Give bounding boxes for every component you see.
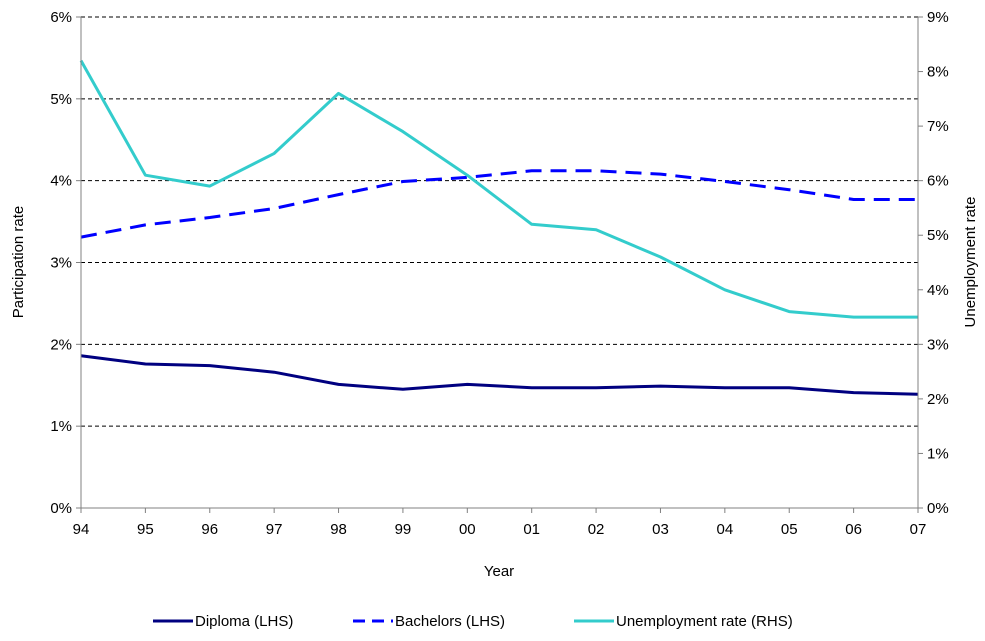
x-tick-label: 97	[266, 521, 283, 538]
x-tick-label: 06	[845, 521, 862, 538]
left-tick-label: 1%	[50, 418, 72, 435]
left-axis-title: Participation rate	[10, 206, 27, 319]
x-tick-label: 05	[781, 521, 798, 538]
x-tick-label: 04	[717, 521, 734, 538]
right-tick-label: 7%	[927, 118, 949, 135]
left-tick-label: 5%	[50, 91, 72, 108]
axes	[76, 16, 923, 513]
right-tick-label: 5%	[927, 227, 949, 244]
x-tick-label: 95	[137, 521, 154, 538]
x-tick-label: 02	[588, 521, 605, 538]
left-tick-label: 4%	[50, 173, 72, 190]
right-tick-label: 9%	[927, 9, 949, 26]
legend-label: Unemployment rate (RHS)	[616, 613, 793, 630]
legend-label: Bachelors (LHS)	[395, 613, 505, 630]
right-tick-label: 2%	[927, 391, 949, 408]
plot-area	[81, 17, 918, 508]
series-line-2	[79, 59, 918, 319]
legend: Diploma (LHS) Bachelors (LHS) Unemployment…	[153, 613, 793, 630]
x-tick-label: 07	[910, 521, 927, 538]
x-axis-title: Year	[484, 563, 514, 580]
right-tick-label: 8%	[927, 64, 949, 81]
x-tick-label: 03	[652, 521, 669, 538]
x-tick-label: 00	[459, 521, 476, 538]
right-tick-label: 6%	[927, 173, 949, 190]
left-tick-label: 2%	[50, 336, 72, 353]
series-line-0	[80, 354, 919, 396]
series-lines	[79, 59, 919, 396]
right-tick-label: 3%	[927, 336, 949, 353]
x-tick-label: 98	[330, 521, 347, 538]
tick-labels: 0% 1% 2% 3% 4% 5% 6% 0% 1% 2% 3% 4% 5% 6% 7% 8% 9% 94 95 96…	[50, 9, 948, 538]
x-tick-label: 96	[201, 521, 218, 538]
x-tick-label: 01	[523, 521, 540, 538]
x-tick-label: 94	[73, 521, 90, 538]
right-tick-label: 0%	[927, 500, 949, 517]
right-tick-label: 4%	[927, 282, 949, 299]
right-axis-title: Unemployment rate	[962, 197, 979, 328]
series-line-1	[80, 169, 918, 239]
right-tick-label: 1%	[927, 445, 949, 462]
left-tick-label: 3%	[50, 255, 72, 272]
left-tick-label: 0%	[50, 500, 72, 517]
legend-label: Diploma (LHS)	[195, 613, 293, 630]
left-tick-label: 6%	[50, 9, 72, 26]
x-tick-label: 99	[395, 521, 412, 538]
